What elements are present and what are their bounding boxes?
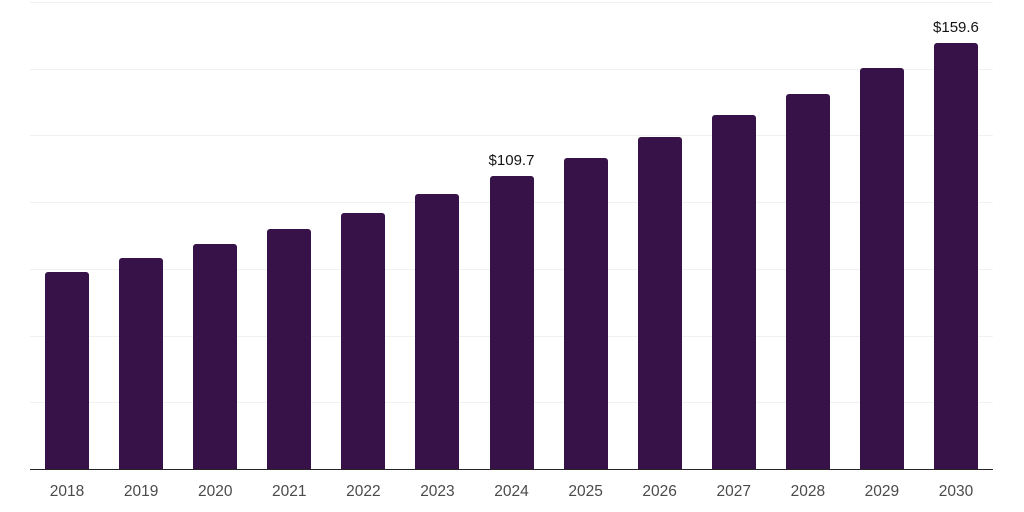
x-tick-2019: 2019 bbox=[123, 483, 159, 500]
bar-2027 bbox=[711, 114, 756, 469]
bar-2019 bbox=[119, 257, 164, 469]
bar-group-2024: $109.7 bbox=[474, 2, 548, 469]
x-tick-2018: 2018 bbox=[49, 483, 85, 500]
bar-group-2019 bbox=[104, 2, 178, 469]
bar-group-2021 bbox=[252, 2, 326, 469]
bar-group-2022 bbox=[326, 2, 400, 469]
x-tick-2030: 2030 bbox=[938, 483, 974, 500]
bar-group-2018 bbox=[30, 2, 104, 469]
x-tick-2024: 2024 bbox=[494, 483, 529, 500]
bar-group-2023 bbox=[400, 2, 474, 469]
x-tick-2021: 2021 bbox=[272, 483, 307, 500]
x-axis-labels: 2018 2019 2020 2021 2022 2023 2024 2025 2026 2027… bbox=[30, 481, 993, 503]
bar-2030 bbox=[933, 43, 978, 469]
bar-group-2029 bbox=[845, 2, 919, 469]
gridline-125 bbox=[30, 135, 993, 137]
bar-2028 bbox=[785, 93, 830, 469]
bar-group-2026 bbox=[623, 2, 697, 469]
x-tick-2028: 2028 bbox=[790, 483, 826, 500]
gridline-150 bbox=[30, 68, 993, 70]
bar-group-2025 bbox=[549, 2, 623, 469]
bar-2029 bbox=[859, 67, 904, 469]
bar-2020 bbox=[193, 243, 238, 469]
bars-row: $109.7 $159.6 bbox=[30, 2, 993, 469]
bar-2025 bbox=[563, 157, 608, 469]
x-tick-2025: 2025 bbox=[568, 483, 603, 500]
plot-area: $109.7 $159.6 bbox=[30, 2, 993, 470]
x-tick-2029: 2029 bbox=[864, 483, 900, 500]
x-tick-2027: 2027 bbox=[716, 483, 751, 500]
bar-2021 bbox=[267, 228, 312, 469]
bar-group-2030: $159.6 bbox=[919, 2, 993, 469]
data-label-2024: $109.7 bbox=[488, 152, 535, 170]
bar-2026 bbox=[637, 136, 682, 469]
x-tick-2023: 2023 bbox=[420, 483, 455, 500]
data-label-2030: $159.6 bbox=[933, 19, 979, 37]
bar-2018 bbox=[45, 271, 90, 469]
bar-group-2020 bbox=[178, 2, 252, 469]
bar-2023 bbox=[415, 194, 460, 469]
gridline-175 bbox=[30, 2, 993, 3]
bar-group-2028 bbox=[771, 2, 845, 469]
x-tick-2026: 2026 bbox=[642, 483, 677, 500]
bar-group-2027 bbox=[697, 2, 771, 469]
bar-2022 bbox=[341, 212, 386, 469]
bar-2024 bbox=[489, 176, 534, 469]
x-tick-2022: 2022 bbox=[346, 483, 381, 500]
x-tick-2020: 2020 bbox=[197, 483, 233, 500]
